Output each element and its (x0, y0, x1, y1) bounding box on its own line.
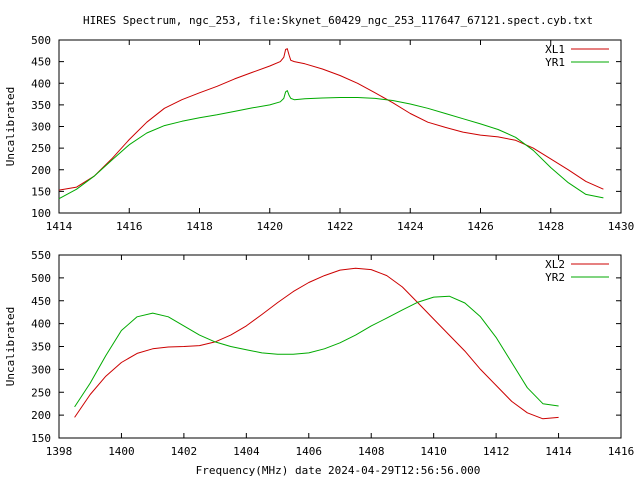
chart-title: HIRES Spectrum, ngc_253, file:Skynet_604… (83, 14, 593, 27)
x-tick-label: 1398 (46, 445, 73, 458)
series-line-xl2 (74, 267, 559, 420)
legend-label: XL1 (545, 43, 565, 56)
legend-label: XL2 (545, 258, 565, 271)
y-axis-label: Uncalibrated (4, 307, 17, 386)
x-axis-label: Frequency(MHz) date 2024-04-29T12:56:56.… (196, 464, 481, 477)
y-tick-label: 450 (31, 295, 51, 308)
x-tick-label: 1426 (467, 220, 494, 233)
series-line-xl1 (58, 48, 604, 191)
x-tick-label: 1408 (358, 445, 385, 458)
legend-label: YR2 (545, 271, 565, 284)
plot-frame (58, 39, 622, 214)
x-tick-label: 1414 (545, 445, 572, 458)
y-tick-label: 200 (31, 409, 51, 422)
x-tick-label: 1430 (608, 220, 635, 233)
y-tick-label: 350 (31, 99, 51, 112)
x-tick-label: 1422 (327, 220, 354, 233)
series-line-yr1 (58, 90, 604, 200)
y-tick-label: 150 (31, 185, 51, 198)
y-tick-label: 350 (31, 341, 51, 354)
bottom-spectrum-panel: 1398 1400 1402 1404 1406 1408 1410 1412 1414 1416… (4, 249, 634, 458)
y-tick-label: 150 (31, 432, 51, 445)
plot-frame (58, 254, 622, 439)
y-tick-label: 250 (31, 386, 51, 399)
y-tick-label: 400 (31, 318, 51, 331)
x-tick-label: 1412 (483, 445, 510, 458)
x-tick-label: 1414 (46, 220, 73, 233)
y-tick-label: 200 (31, 164, 51, 177)
x-tick-label: 1406 (296, 445, 323, 458)
y-axis-label: Uncalibrated (4, 87, 17, 166)
y-tick-label: 400 (31, 77, 51, 90)
x-tick-label: 1420 (257, 220, 284, 233)
y-tick-label: 300 (31, 363, 51, 376)
x-tick-label: 1416 (116, 220, 143, 233)
y-tick-label: 250 (31, 142, 51, 155)
x-tick-label: 1402 (171, 445, 198, 458)
series-line-yr2 (74, 295, 559, 408)
y-tick-label: 500 (31, 34, 51, 47)
x-tick-label: 1410 (420, 445, 447, 458)
x-tick-label: 1404 (233, 445, 260, 458)
y-tick-label: 500 (31, 272, 51, 285)
x-tick-label: 1424 (397, 220, 424, 233)
y-tick-label: 450 (31, 56, 51, 69)
y-tick-label: 100 (31, 207, 51, 220)
x-tick-label: 1428 (538, 220, 565, 233)
y-tick-label: 300 (31, 121, 51, 134)
x-tick-label: 1416 (608, 445, 635, 458)
legend-label: YR1 (545, 56, 565, 69)
x-tick-label: 1400 (108, 445, 135, 458)
y-tick-label: 550 (31, 249, 51, 262)
x-tick-label: 1418 (186, 220, 213, 233)
top-spectrum-panel: 1414 1416 1418 1420 1422 1424 1426 1428 1430 100 1… (4, 34, 634, 233)
